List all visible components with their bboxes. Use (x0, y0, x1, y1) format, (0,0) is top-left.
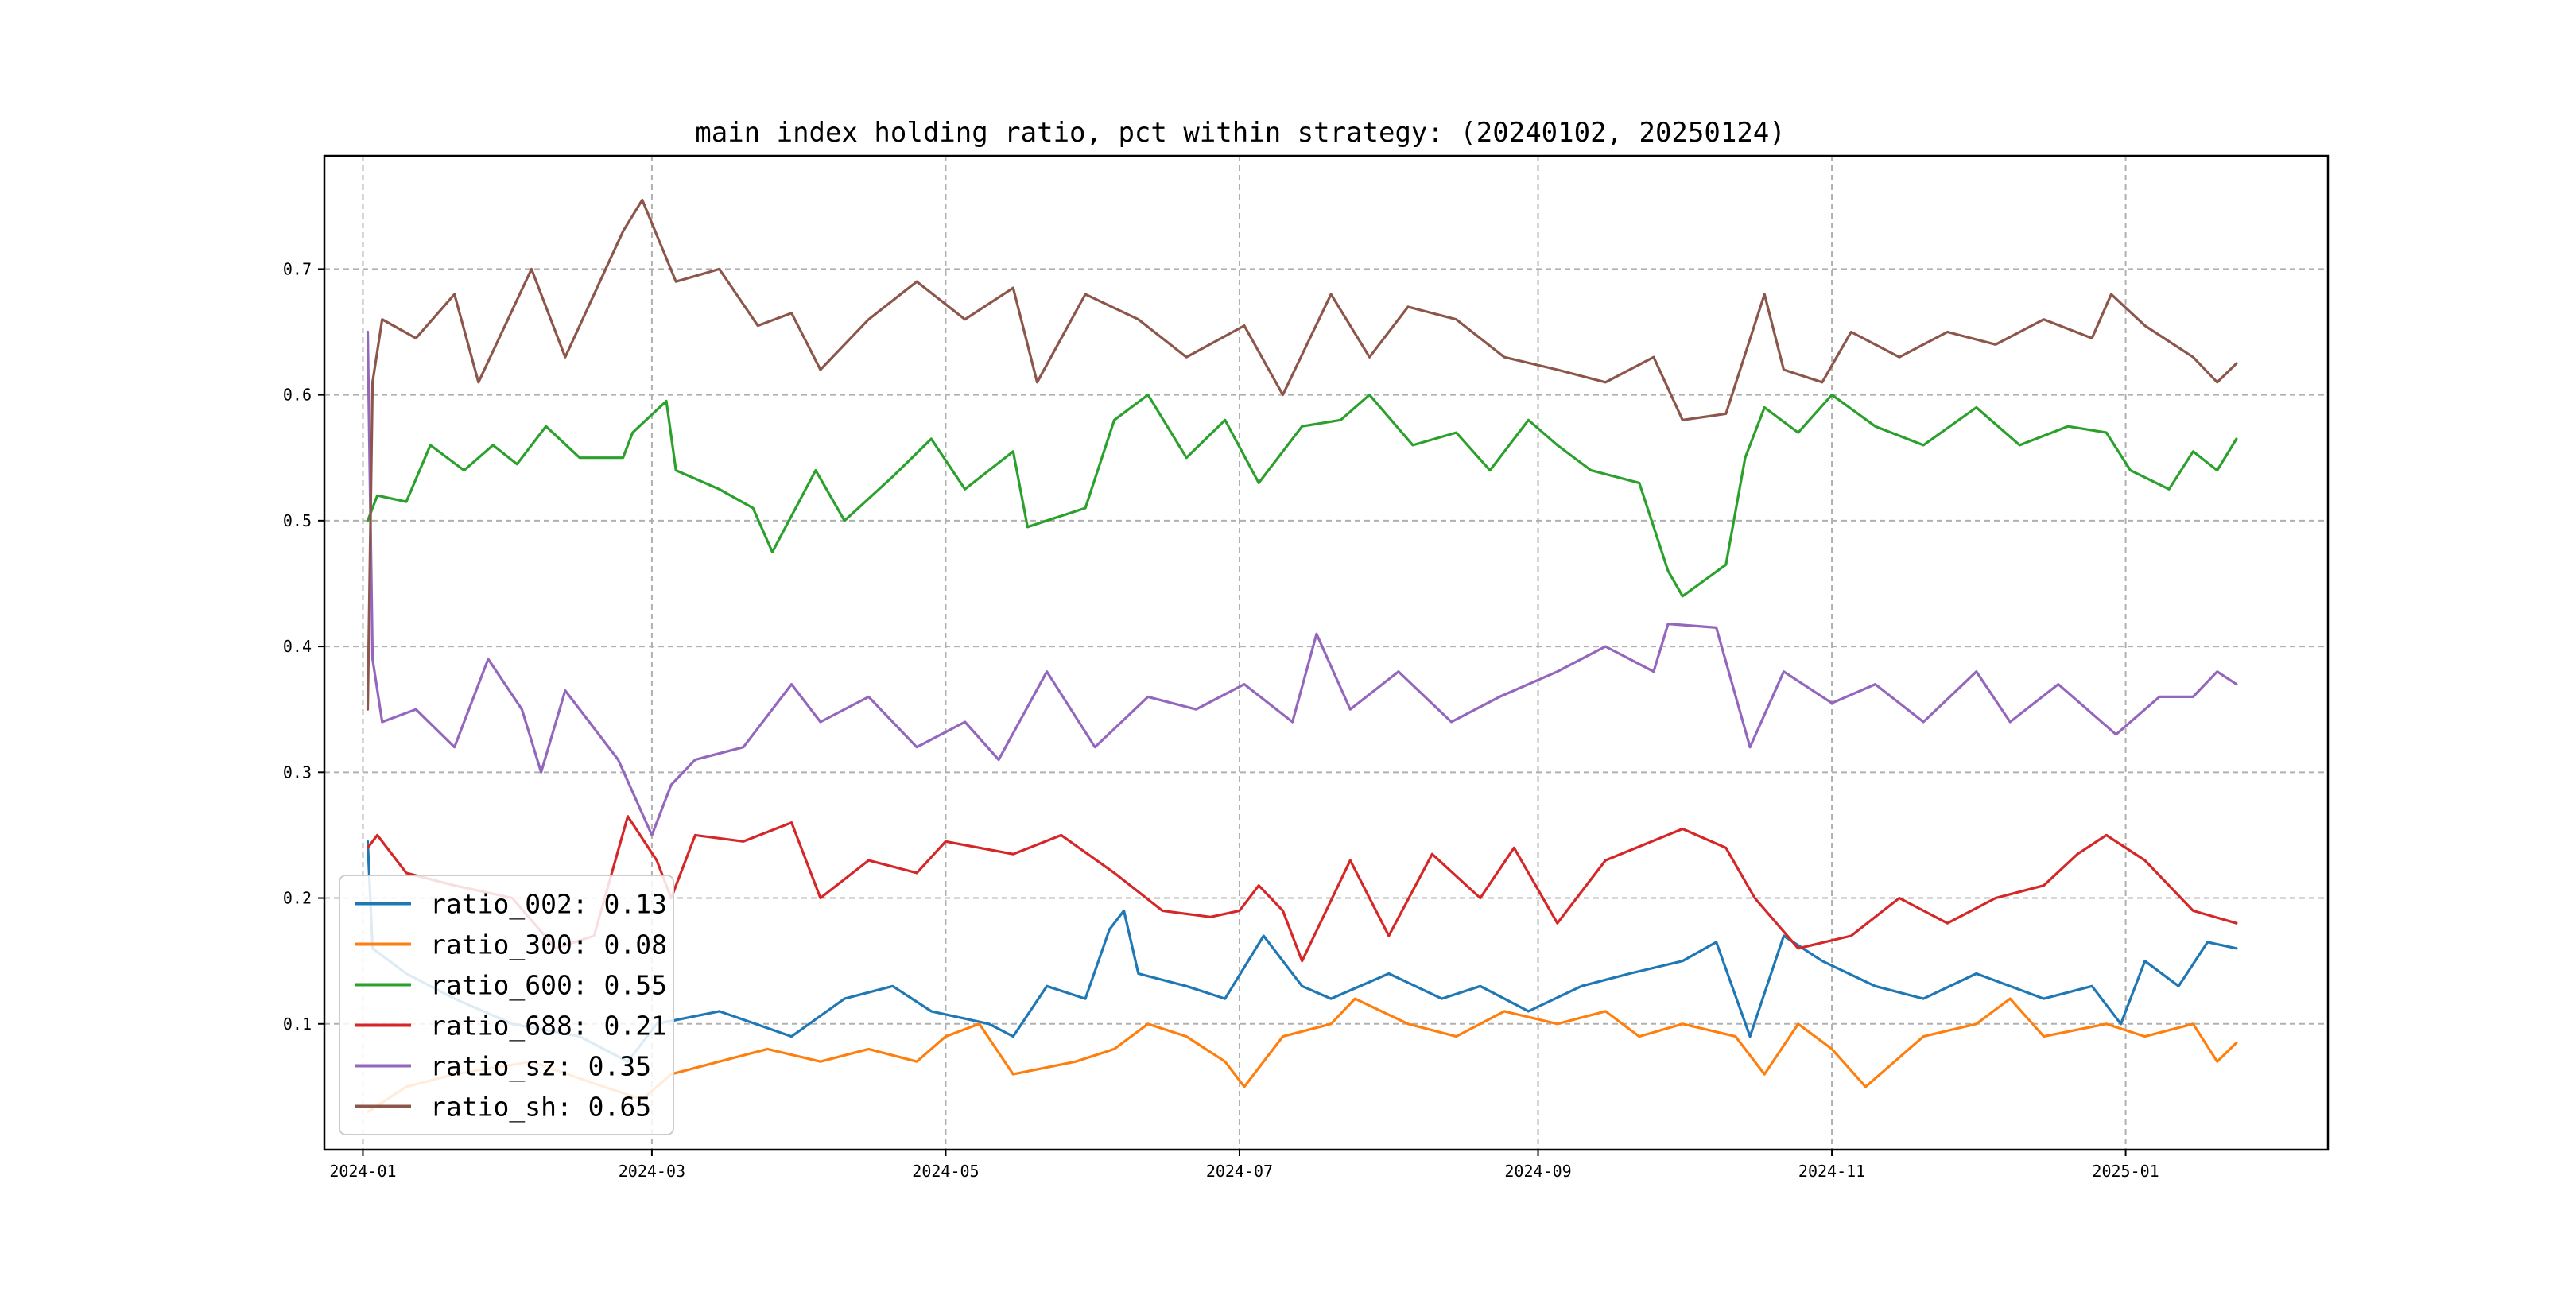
y-tick-label: 0.4 (283, 637, 312, 656)
legend-label-ratio_002: ratio_002: 0.13 (430, 889, 667, 921)
x-tick-label: 2024-11 (1798, 1162, 1865, 1181)
axis-ticks: 2024-01 2024-03 2024-05 2024-07 2024-09 2024-… (283, 259, 2159, 1181)
legend-label-ratio_sh: ratio_sh: 0.65 (430, 1092, 651, 1123)
series-line-ratio_300 (366, 997, 2238, 1114)
x-tick-label: 2024-07 (1206, 1162, 1273, 1181)
y-tick-label: 0.5 (283, 511, 312, 530)
series-line-ratio_002 (366, 840, 2238, 1063)
y-tick-label: 0.1 (283, 1015, 312, 1034)
series-line-ratio_600 (366, 394, 2238, 598)
series-line-ratio_sh (366, 198, 2238, 711)
legend: ratio_002: 0.13 ratio_300: 0.08 ratio_600:… (339, 875, 674, 1135)
plot-area-frame (323, 154, 2330, 1151)
chart-title: main index holding ratio, pct within str… (695, 117, 1785, 149)
grid-lines (324, 156, 2328, 1150)
legend-label-ratio_sz: ratio_sz: 0.35 (430, 1051, 651, 1083)
x-tick-label: 2024-09 (1504, 1162, 1571, 1181)
series-lines (366, 198, 2238, 1114)
legend-label-ratio_600: ratio_600: 0.55 (430, 970, 667, 1002)
series-line-ratio_sz (366, 330, 2238, 837)
legend-box (339, 875, 674, 1135)
series-line-ratio_688 (366, 815, 2238, 963)
y-tick-label: 0.3 (283, 762, 312, 782)
y-tick-label: 0.2 (283, 889, 312, 908)
x-tick-label: 2024-03 (619, 1162, 685, 1181)
y-tick-label: 0.6 (283, 386, 312, 405)
x-tick-label: 2024-05 (912, 1162, 979, 1181)
legend-label-ratio_688: ratio_688: 0.21 (430, 1011, 667, 1042)
x-tick-label: 2024-01 (329, 1162, 396, 1181)
x-tick-label: 2025-01 (2092, 1162, 2159, 1181)
legend-label-ratio_300: ratio_300: 0.08 (430, 929, 667, 961)
y-tick-label: 0.7 (283, 259, 312, 278)
